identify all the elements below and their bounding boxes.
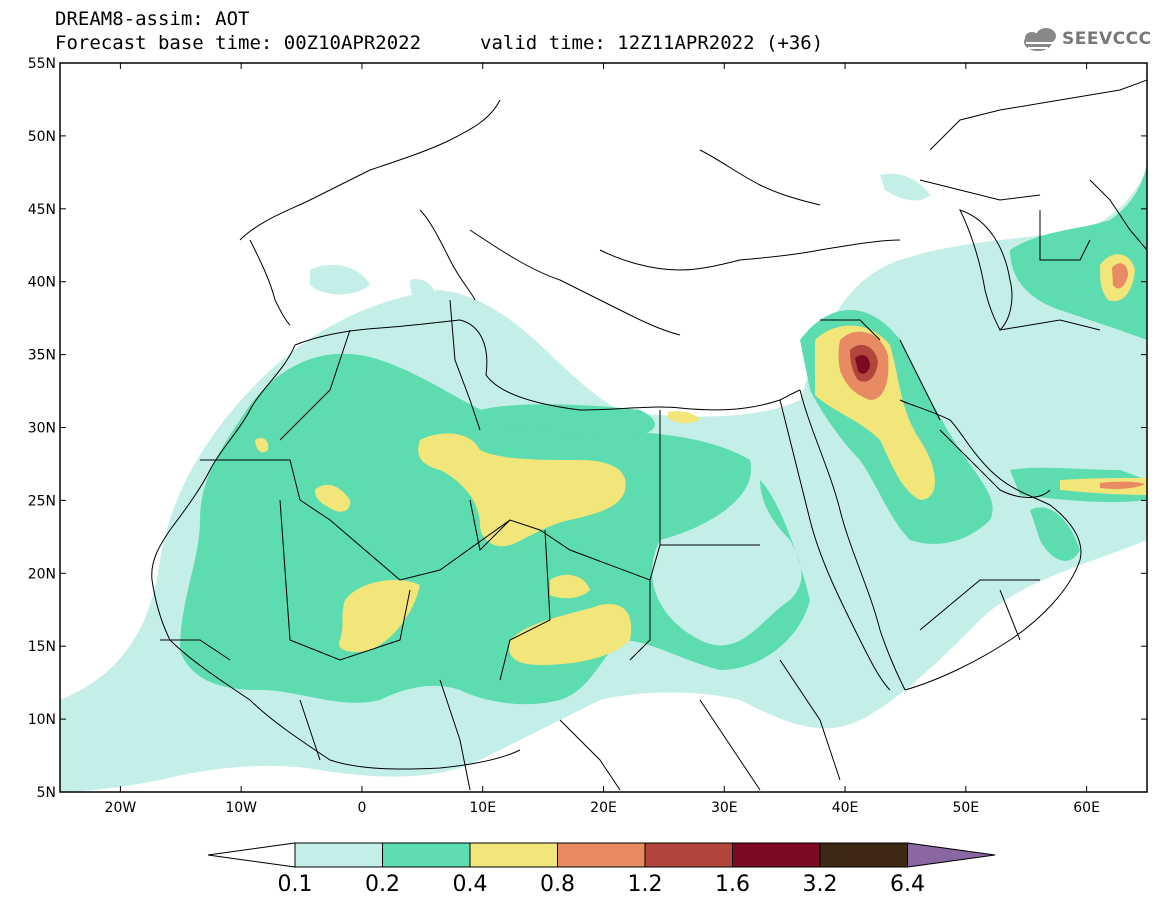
longitude-axis: 20W 10W 0 10E 20E 30E 40E 50E 60E: [105, 63, 1100, 816]
lon-tick-label: 20W: [105, 800, 137, 816]
lon-tick-label: 30E: [711, 800, 738, 816]
lon-tick-label: 50E: [952, 800, 979, 816]
lon-tick-label: 40E: [832, 800, 859, 816]
colorbar-tick-label: 1.6: [715, 872, 750, 897]
colorbar-left-arrow: [207, 842, 296, 868]
colorbar-right-arrow: [907, 842, 996, 868]
colorbar: [207, 842, 996, 868]
cloud-icon: [1024, 28, 1056, 51]
colorbar-bin: [382, 842, 471, 868]
product-title: DREAM8-assim: AOT: [55, 8, 250, 30]
lon-tick-label: 10W: [225, 800, 257, 816]
colorbar-tick-label: 0.8: [540, 872, 575, 897]
colorbar-tick-label: 0.2: [365, 872, 400, 897]
lat-tick-label: 45N: [28, 202, 56, 218]
forecast-base-time: Forecast base time: 00Z10APR2022: [55, 32, 422, 54]
colorbar-bin: [557, 842, 646, 868]
colorbar-tick-label: 1.2: [627, 872, 663, 897]
colorbar-tick-label: 6.4: [890, 872, 925, 897]
aot-shading: [60, 160, 1147, 792]
lon-tick-label: 0: [357, 800, 366, 816]
colorbar-bin: [732, 842, 821, 868]
lat-tick-label: 55N: [28, 56, 56, 72]
colorbar-tick-label: 0.1: [277, 872, 313, 897]
lat-tick-label: 35N: [28, 348, 56, 364]
lat-tick-label: 25N: [28, 493, 56, 509]
colorbar-bin: [469, 842, 558, 868]
latitude-axis: 55N 50N 45N 40N 35N 30N 25N 20N 15N 10N 5N: [28, 56, 1147, 801]
colorbar-labels: 0.1 0.2 0.4 0.8 1.2 1.6 3.2 6.4: [0, 872, 1165, 900]
colorbar-bin: [294, 842, 383, 868]
lat-tick-label: 20N: [28, 566, 56, 582]
lat-tick-label: 10N: [28, 712, 56, 728]
colorbar-bin: [819, 842, 908, 868]
valid-time: valid time: 12Z11APR2022 (+36): [480, 32, 824, 54]
lat-tick-label: 50N: [28, 129, 56, 145]
lat-tick-label: 15N: [28, 639, 56, 655]
colorbar-tick-label: 0.4: [452, 872, 488, 897]
lon-tick-label: 20E: [590, 800, 617, 816]
lat-tick-label: 40N: [28, 275, 56, 291]
lon-tick-label: 60E: [1073, 800, 1100, 816]
colorbar-tick-label: 3.2: [802, 872, 838, 897]
lat-tick-label: 30N: [28, 421, 56, 437]
logo-text: SEEVCCC: [1062, 29, 1152, 49]
coastlines: [60, 79, 1147, 791]
lat-tick-label: 5N: [37, 785, 56, 801]
colorbar-bin: [644, 842, 733, 868]
lon-tick-label: 10E: [469, 800, 496, 816]
